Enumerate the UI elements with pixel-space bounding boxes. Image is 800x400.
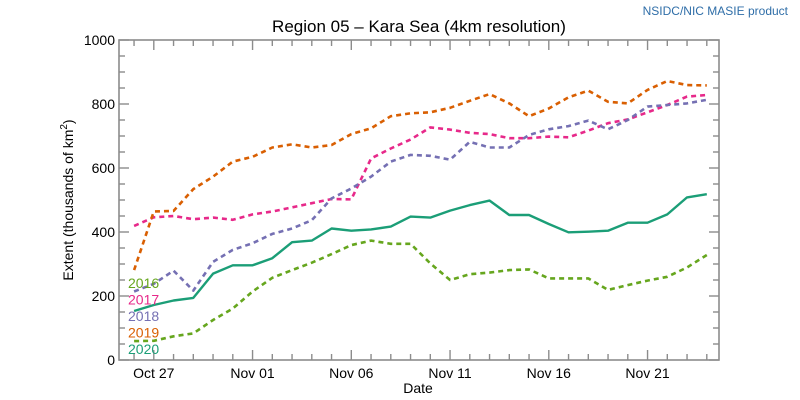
series-layer [132, 79, 708, 343]
y-axis-label: Extent (thousands of km2) [59, 119, 76, 280]
legend-entry-2017: 2017 [128, 292, 159, 308]
chart-title: Region 05 – Kara Sea (4km resolution) [272, 17, 566, 36]
x-tick-label: Nov 06 [329, 365, 374, 381]
series-line-2020 [133, 193, 707, 313]
series-line-2019 [132, 79, 707, 271]
x-tick-label: Nov 11 [428, 365, 472, 381]
x-axis-label: Date [403, 380, 433, 396]
x-tick-label: Nov 21 [625, 365, 670, 381]
y-tick-label: 200 [92, 288, 116, 304]
series-line-2018 [133, 98, 708, 293]
legend-entry-2020: 2020 [128, 341, 159, 357]
y-tick-label: 800 [92, 96, 116, 112]
x-tick-label: Oct 27 [133, 365, 174, 381]
y-tick-label: 0 [107, 352, 115, 368]
x-tick-label: Nov 16 [527, 365, 572, 381]
series-line-2017 [133, 93, 707, 228]
credit-label: NSIDC/NIC MASIE product [643, 4, 789, 18]
x-tick-label: Nov 01 [230, 365, 275, 381]
y-tick-label: 400 [92, 224, 116, 240]
legend-entry-2018: 2018 [128, 308, 159, 324]
y-tick-label: 600 [92, 160, 116, 176]
series-line-2016 [134, 239, 708, 343]
legend-entry-2019: 2019 [128, 325, 159, 341]
axes: 0 200 400 600 800 1000 Oct 27 Nov 01 Nov 06 Nov 1… [84, 32, 720, 381]
plot-frame [118, 39, 720, 361]
legend-entry-2016: 2016 [128, 275, 159, 291]
y-tick-label: 1000 [84, 32, 115, 48]
